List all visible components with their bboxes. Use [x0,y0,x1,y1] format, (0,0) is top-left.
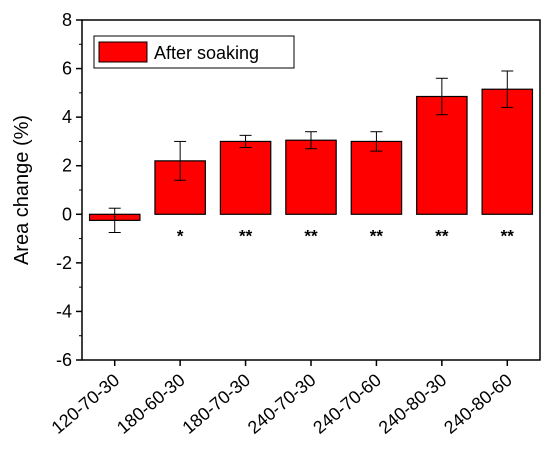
significance-label: ** [501,226,515,245]
bar [416,95,468,215]
y-axis-label: Area change (%) [11,115,33,265]
y-tick-label: -4 [56,301,72,321]
significance-label: ** [304,226,318,245]
y-tick-label: -6 [56,350,72,370]
x-tick-label: 240-70-60 [309,370,385,438]
legend-label: After soaking [154,43,259,63]
significance-label: * [177,226,184,245]
x-axis-ticks: 120-70-30180-60-30180-70-30240-70-30240-… [48,360,516,438]
y-tick-label: 6 [62,59,72,79]
plot-area-frame [81,19,541,361]
y-tick-label: 8 [62,10,72,30]
x-tick-label: 240-70-30 [244,370,320,438]
significance-label: ** [239,226,253,245]
y-tick-label: 2 [62,156,72,176]
y-tick-label: -2 [56,253,72,273]
y-tick-label: 4 [62,107,72,127]
x-tick-label: 240-80-30 [375,370,451,438]
legend: After soaking [93,35,295,69]
y-axis-ticks: -6 -4 -2 0 2 4 6 8 [56,10,82,370]
legend-swatch [98,41,148,63]
bar [219,140,272,215]
significance-labels: * ** ** ** ** ** [177,226,514,245]
significance-label: ** [370,226,384,245]
x-tick-label: 180-70-30 [178,370,254,438]
x-tick-label: 180-60-30 [113,370,189,438]
y-tick-label: 0 [62,204,72,224]
bar [285,139,337,215]
x-tick-label: 120-70-30 [48,370,124,438]
bar [481,88,534,215]
bar [350,140,403,215]
significance-label: ** [435,226,449,245]
bars-group [88,70,534,233]
x-tick-label: 240-80-60 [440,370,516,438]
